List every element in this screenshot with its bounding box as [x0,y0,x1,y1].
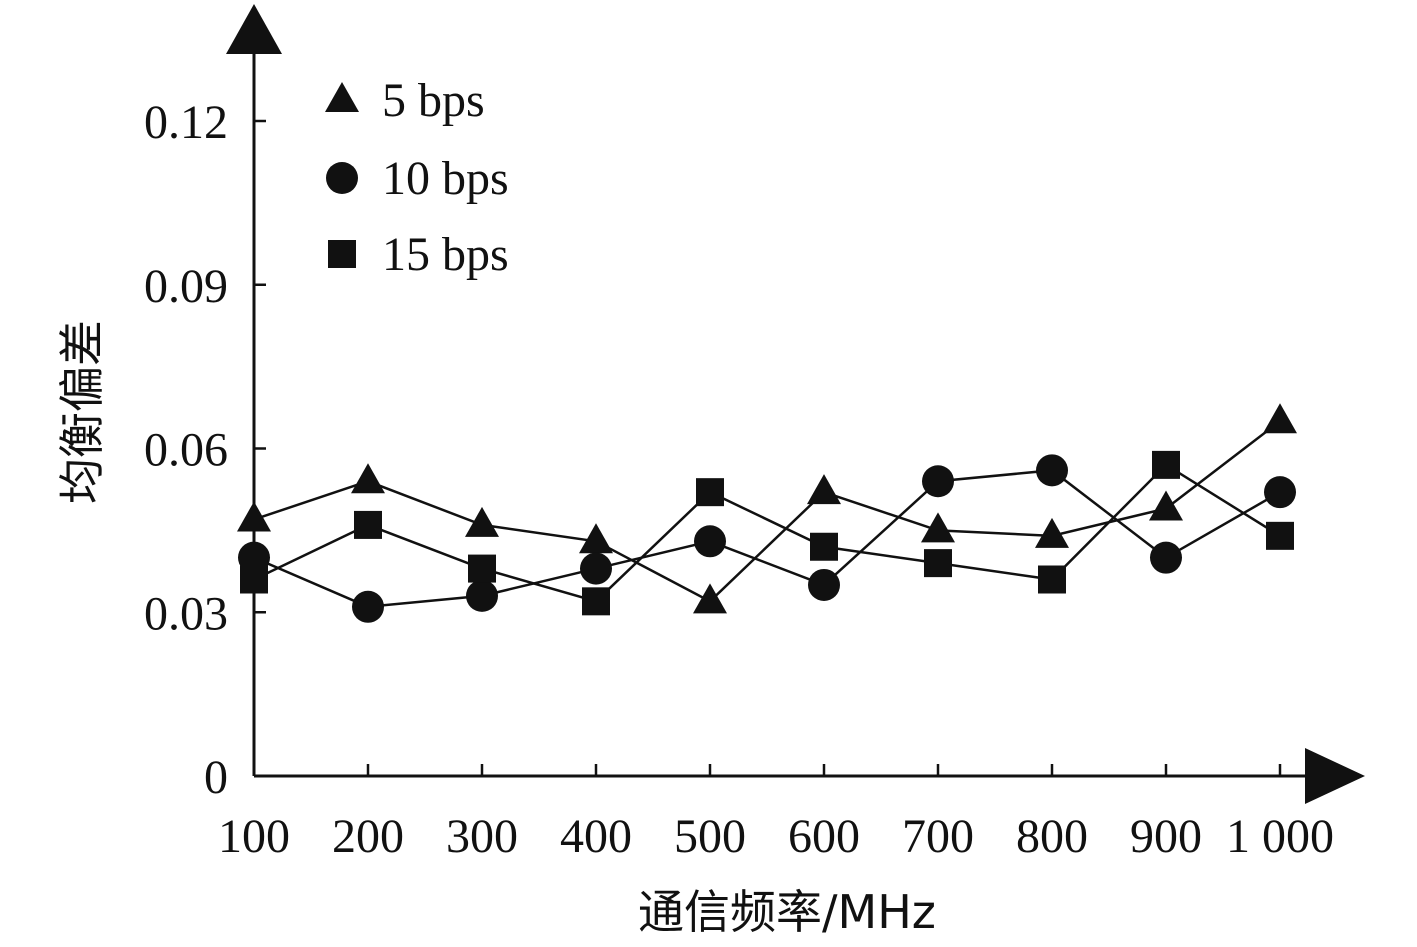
x-tick-label: 100 [218,810,290,863]
data-point-square [924,549,952,578]
y-ticks: 0 0.03 0.06 0.09 0.12 [144,96,266,804]
y-axis-title: 均衡偏差 [55,320,109,504]
data-point-triangle [921,512,955,543]
legend-label: 15 bps [382,228,509,281]
data-point-circle [808,568,840,601]
data-point-square [1038,565,1066,594]
data-point-triangle [351,463,385,494]
data-point-square [810,532,838,561]
y-tick-label: 0.12 [144,96,228,149]
data-point-circle [580,552,612,585]
data-point-circle [466,579,498,612]
data-point-triangle [1149,490,1183,521]
x-tick-label: 900 [1130,810,1202,863]
data-point-triangle [1263,403,1297,434]
data-point-triangle [465,506,499,537]
legend: 5 bps 10 bps 15 bps [325,74,509,281]
x-tick-label: 300 [446,810,518,863]
x-axis-title: 通信频率/MHz [638,885,936,939]
x-tick-label: 1 000 [1226,810,1334,863]
data-point-circle [922,465,954,498]
legend-marker-square [328,240,356,268]
y-tick-label: 0.06 [144,424,228,477]
series-lines [253,420,1281,609]
data-point-square [1266,521,1294,550]
series-markers [237,403,1297,623]
x-tick-label: 800 [1016,810,1088,863]
data-point-square [696,478,724,507]
data-point-square [354,510,382,539]
data-point-triangle [1035,517,1069,548]
legend-label: 5 bps [382,74,485,127]
data-point-square [1152,450,1180,479]
data-point-square [582,587,610,616]
legend-label: 10 bps [382,152,509,205]
data-point-triangle [693,583,727,614]
data-point-circle [352,590,384,623]
data-point-circle [694,525,726,558]
y-axis-arrow [226,4,282,54]
data-point-circle [1150,541,1182,574]
data-point-circle [1036,454,1068,487]
series-line-square [253,463,1281,603]
x-tick-label: 500 [674,810,746,863]
y-tick-label: 0 [204,751,228,804]
x-axis-arrow [1305,748,1365,804]
x-ticks: 100 200 300 400 500 600 700 800 900 1 000 [218,764,1334,863]
x-tick-label: 700 [902,810,974,863]
data-point-triangle [237,501,271,532]
y-tick-label: 0.03 [144,587,228,640]
y-tick-label: 0.09 [144,260,228,313]
series-line-triangle [253,420,1281,603]
legend-marker-triangle [325,82,359,112]
data-point-square [240,565,268,594]
legend-marker-circle [326,162,358,194]
x-tick-label: 200 [332,810,404,863]
x-tick-label: 600 [788,810,860,863]
x-tick-label: 400 [560,810,632,863]
data-point-circle [1264,476,1296,509]
series-line-circle [253,469,1281,609]
data-point-square [468,554,496,583]
data-point-triangle [807,474,841,505]
data-point-triangle [579,523,613,554]
